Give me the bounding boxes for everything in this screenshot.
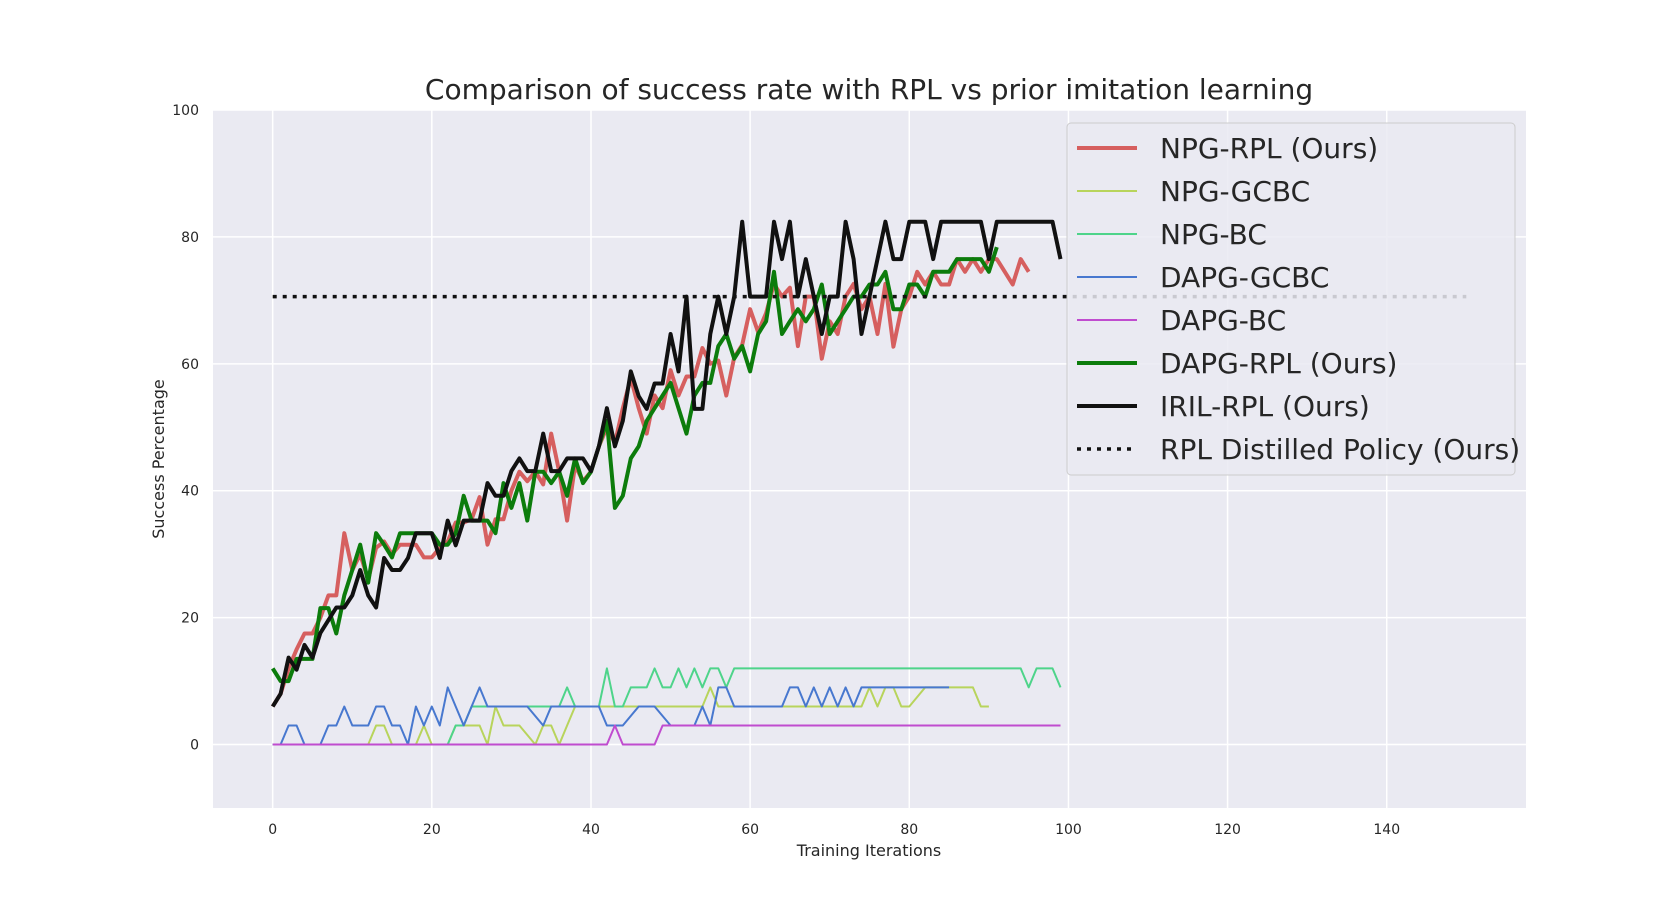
y-tick-label: 20 bbox=[181, 611, 199, 627]
y-tick-label: 60 bbox=[181, 357, 199, 373]
series-line-3 bbox=[272, 686, 950, 746]
x-axis-label: Training Iterations bbox=[796, 841, 941, 860]
y-tick-label: 100 bbox=[172, 103, 199, 119]
series-line-4 bbox=[272, 724, 1061, 746]
series-line-6 bbox=[271, 219, 1063, 708]
y-tick-label: 0 bbox=[190, 738, 199, 754]
series-line-2 bbox=[272, 667, 1062, 746]
legend: NPG-RPL (Ours) NPG-GCBC NPG-BC DAPG-GCBC DAP… bbox=[1066, 122, 1520, 476]
y-tick-label: 40 bbox=[181, 484, 199, 500]
legend-entry-label: NPG-BC bbox=[1160, 218, 1267, 251]
y-tick-label: 80 bbox=[181, 230, 199, 246]
series-line-5 bbox=[271, 246, 999, 684]
legend-box bbox=[1066, 122, 1516, 476]
legend-entry-label: IRIL-RPL (Ours) bbox=[1160, 390, 1370, 423]
x-tick-label: 100 bbox=[1055, 822, 1082, 838]
x-tick-label: 120 bbox=[1214, 822, 1241, 838]
legend-entry-label: NPG-RPL (Ours) bbox=[1160, 132, 1378, 165]
legend-entry-label: DAPG-RPL (Ours) bbox=[1160, 347, 1397, 380]
x-tick-label: 80 bbox=[900, 822, 918, 838]
x-tick-label: 20 bbox=[423, 822, 441, 838]
series-layer bbox=[271, 219, 1467, 746]
x-tick-label: 140 bbox=[1373, 822, 1400, 838]
x-tick-label: 40 bbox=[582, 822, 600, 838]
chart-title: Comparison of success rate with RPL vs p… bbox=[425, 73, 1313, 106]
legend-entry-label: NPG-GCBC bbox=[1160, 175, 1310, 208]
legend-entry-label: DAPG-BC bbox=[1160, 304, 1286, 337]
ticks: 0 20 40 60 80 100 120 140 0 20 40 60 80 100 bbox=[172, 103, 1400, 838]
x-tick-label: 60 bbox=[741, 822, 759, 838]
x-tick-label: 0 bbox=[268, 822, 277, 838]
y-axis-label: Success Percentage bbox=[149, 379, 168, 539]
legend-entry-label: RPL Distilled Policy (Ours) bbox=[1160, 433, 1520, 466]
legend-entry-label: DAPG-GCBC bbox=[1160, 261, 1329, 294]
